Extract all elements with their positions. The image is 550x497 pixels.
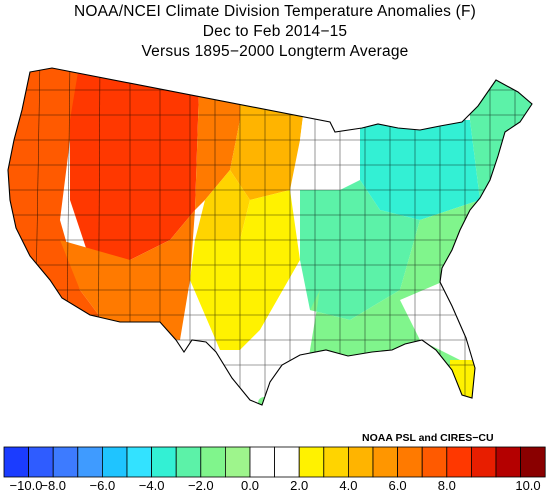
legend-tick-label: −2.0: [187, 478, 214, 493]
legend-tick-label: −10.0: [9, 478, 43, 493]
legend-swatch: [347, 446, 374, 478]
legend-swatch: [520, 446, 546, 478]
legend-swatch: [28, 446, 54, 478]
title-line-3: Versus 1895−2000 Longterm Average: [141, 43, 409, 60]
legend-tick-labels: −10.0 −8.0 −6.0 −4.0 −2.0 0.0 2.0 4.0 6.0 8.0 10.0: [0, 478, 550, 496]
legend-swatch: [3, 446, 30, 478]
legend-swatch: [421, 446, 448, 478]
legend-swatch: [151, 446, 177, 478]
legend-tick-label: 0.0: [240, 478, 260, 493]
map-title: NOAA/NCEI Climate Division Temperature A…: [0, 2, 550, 62]
legend-swatch: [372, 446, 399, 478]
credit-label: NOAA PSL and CIRES−CU: [362, 432, 494, 444]
legend-swatch: [446, 446, 472, 478]
legend-swatch: [470, 446, 497, 478]
legend-tick-label: −6.0: [89, 478, 116, 493]
legend-swatch: [323, 446, 349, 478]
region-southwest: [60, 210, 195, 340]
legend-swatch: [126, 446, 153, 478]
region-great-lakes: [360, 120, 480, 220]
legend-tick-label: 2.0: [290, 478, 309, 493]
legend-tick-label: 4.0: [339, 478, 358, 493]
region-great-basin: [70, 68, 200, 260]
title-line-2: Dec to Feb 2014−15: [202, 23, 348, 40]
legend-tick-label: 6.0: [388, 478, 407, 493]
legend-swatch: [175, 446, 202, 478]
legend-swatch: [200, 446, 226, 478]
legend-swatch: [52, 446, 79, 478]
us-outline: [7, 67, 533, 406]
legend-swatch: [397, 446, 423, 478]
region-central-plains: [190, 190, 300, 350]
legend-tick-label: −4.0: [138, 478, 165, 493]
legend-swatch: [77, 446, 103, 478]
legend-tick-label: 10.0: [515, 478, 541, 493]
legend-swatch: [495, 446, 522, 478]
us-anomaly-map: [7, 67, 533, 406]
legend-swatch: [249, 446, 276, 478]
legend-swatch: [224, 446, 251, 478]
legend-tick-label: −8.0: [40, 478, 67, 493]
title-line-1: NOAA/NCEI Climate Division Temperature A…: [73, 3, 477, 20]
legend-swatch: [102, 446, 128, 478]
legend-swatch: [274, 446, 300, 478]
legend-swatch: [298, 446, 325, 478]
color-legend: [3, 446, 546, 478]
region-colorado-front: [195, 170, 250, 240]
legend-tick-label: 8.0: [437, 478, 456, 493]
